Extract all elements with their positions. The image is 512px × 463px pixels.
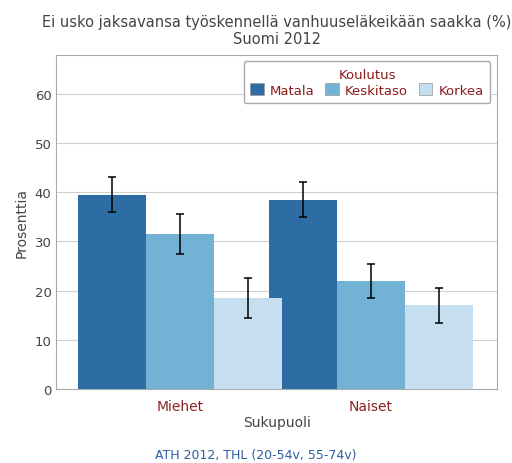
Bar — [337, 281, 405, 389]
Legend: Matala, Keskitaso, Korkea: Matala, Keskitaso, Korkea — [244, 62, 490, 104]
Text: ATH 2012, THL (20-54v, 55-74v): ATH 2012, THL (20-54v, 55-74v) — [155, 448, 357, 461]
Bar — [405, 306, 473, 389]
Title: Ei usko jaksavansa työskennellä vanhuuseläkeikään saakka (%)
Suomi 2012: Ei usko jaksavansa työskennellä vanhuuse… — [42, 15, 511, 47]
Bar — [146, 235, 214, 389]
Bar — [269, 200, 337, 389]
Bar — [214, 298, 282, 389]
Y-axis label: Prosenttia: Prosenttia — [15, 188, 29, 257]
Bar — [78, 195, 146, 389]
X-axis label: Sukupuoli: Sukupuoli — [243, 416, 311, 430]
